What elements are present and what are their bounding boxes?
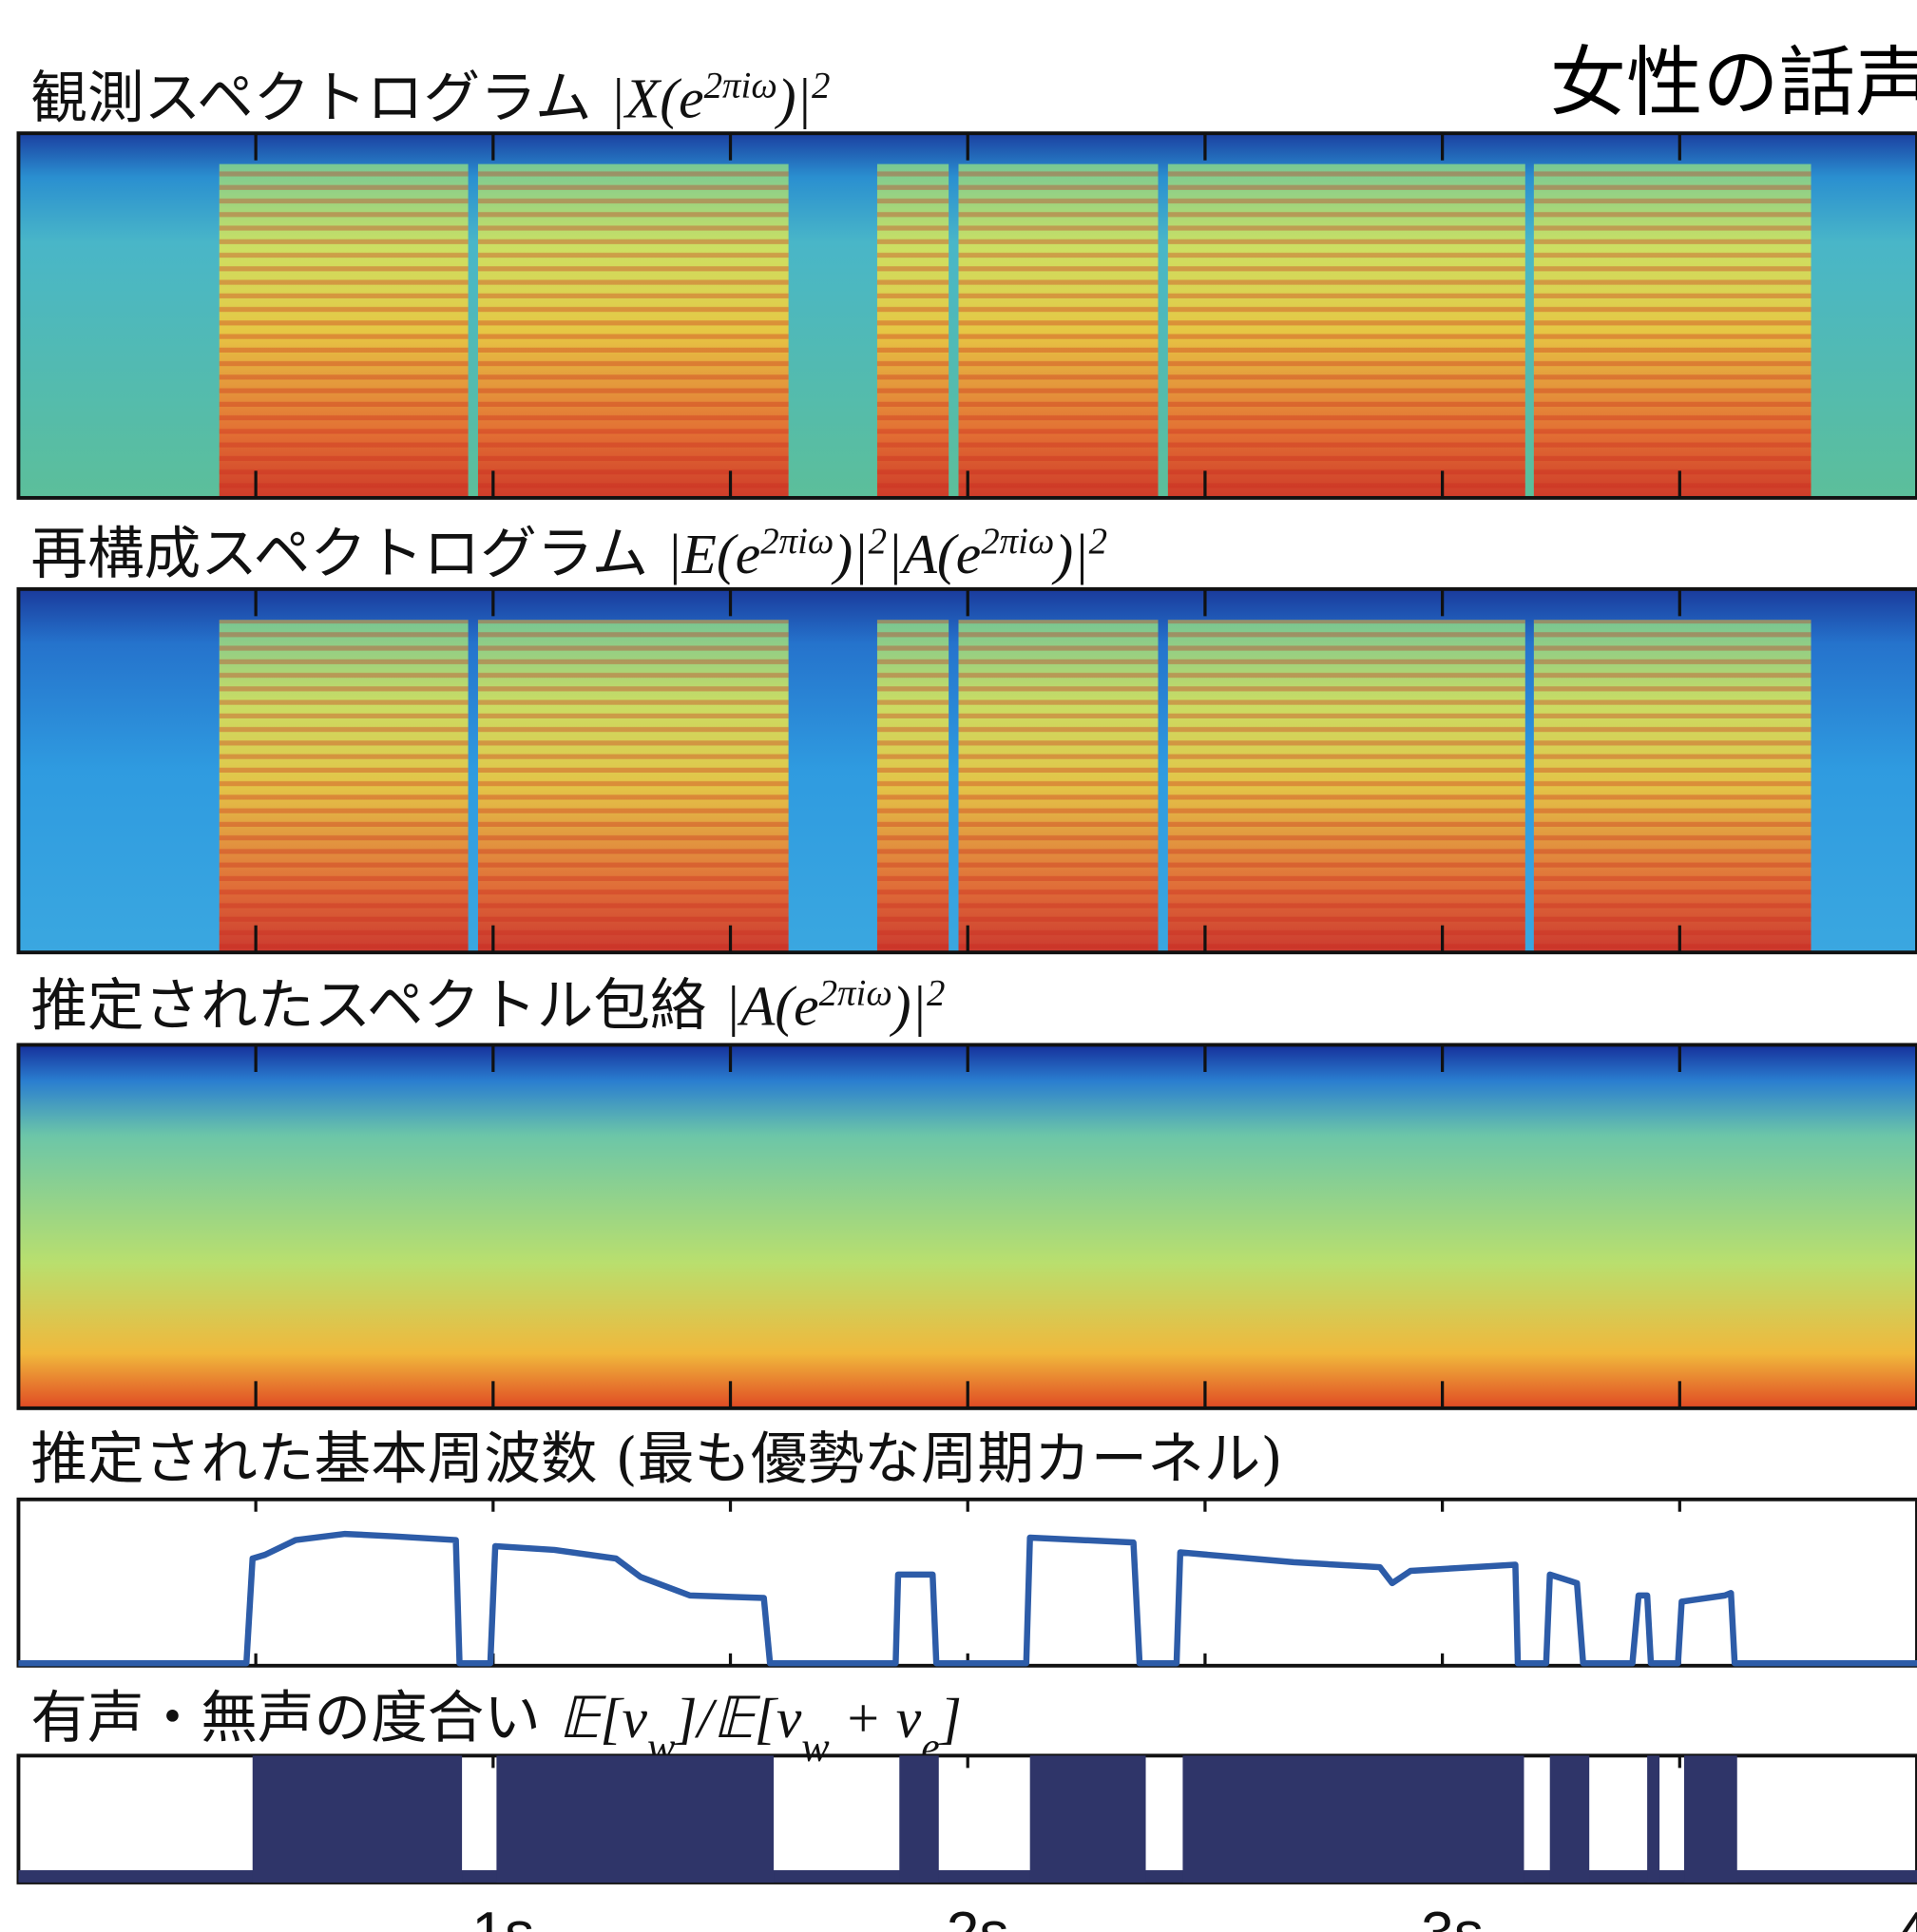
panel-title: 観測スペクトログラム |X(e2πiω)|2 (30, 65, 830, 132)
page: {"chart_data": {"type": "multi-panel", "… (0, 0, 1917, 1932)
harmonics (220, 164, 469, 498)
panel: 再構成スペクトログラム |E(e2πiω)|2|A(e2πiω)|2 (18, 520, 1917, 952)
harmonics (877, 620, 949, 952)
formula-part: 2 (812, 65, 830, 105)
voicing-bars (18, 1755, 1917, 1883)
voiced-block (1550, 1755, 1589, 1883)
formula-part: w (801, 1723, 830, 1769)
formula-part: 2 (869, 520, 887, 561)
formula-part: )| (1051, 523, 1088, 585)
f0-trace (18, 1534, 1917, 1663)
formula-part: )| (775, 67, 812, 129)
formula-part: 2πiω (981, 520, 1054, 561)
harmonics (877, 164, 949, 498)
corner-title: 女性の話声 (1550, 37, 1917, 126)
panel-label: 推定されたスペクトル包絡 (30, 974, 724, 1040)
formula-part: ]/𝔼[ν (673, 1687, 801, 1750)
harmonics (1534, 620, 1812, 952)
voiced-block (1647, 1755, 1659, 1883)
x-tick-label: 2s (947, 1901, 1009, 1932)
panel-title: 推定されたスペクトル包絡 |A(e2πiω)|2 (30, 972, 945, 1040)
harmonics (959, 620, 1159, 952)
formula-part: 2πiω (819, 972, 892, 1013)
formula-part: |A(e (725, 975, 819, 1038)
x-tick-label: 4s (1896, 1901, 1917, 1932)
voiced-block (1182, 1755, 1524, 1883)
formula-part: )| (831, 523, 868, 585)
figure: 女性の話声 観測スペクトログラム |X(e2πiω)|2再構成スペクトログラム … (0, 0, 1917, 1932)
formula-part: + ν (830, 1687, 922, 1750)
formula-part: |E(e (666, 523, 760, 585)
x-tick-label: 1s (471, 1901, 534, 1932)
formula-part: |X(e (610, 67, 704, 129)
panel-label: 推定された基本周波数 (最も優勢な周期カーネル) (30, 1427, 1282, 1493)
harmonics (1534, 164, 1812, 498)
harmonics (959, 164, 1159, 498)
voiced-block (253, 1755, 462, 1883)
harmonics (478, 164, 789, 498)
formula-part: ] (938, 1687, 962, 1750)
formula-part: 2 (1089, 520, 1107, 561)
x-tick-label: 3s (1421, 1901, 1484, 1932)
panel: 観測スペクトログラム |X(e2πiω)|2 (18, 65, 1917, 498)
harmonics (220, 620, 469, 952)
panel: 推定された基本周波数 (最も優勢な周期カーネル) (18, 1427, 1917, 1666)
envelope-bg (18, 1044, 1917, 1407)
formula-part: |A(e (887, 523, 981, 585)
panel-label: 再構成スペクトログラム (30, 522, 666, 587)
panel-title: 再構成スペクトログラム |E(e2πiω)|2|A(e2πiω)|2 (30, 520, 1107, 587)
formula-part: )| (890, 975, 927, 1038)
panel-title: 推定された基本周波数 (最も優勢な周期カーネル) (30, 1427, 1282, 1493)
voiced-block (1030, 1755, 1146, 1883)
panel-label: 有声・無声の度合い (30, 1686, 558, 1751)
voiced-block (1684, 1755, 1737, 1883)
voiced-block (496, 1755, 774, 1883)
harmonics (1168, 164, 1525, 498)
formula-part: 2 (927, 972, 945, 1013)
panel-label: 観測スペクトログラム (30, 66, 609, 131)
harmonics (478, 620, 789, 952)
formula-part: 𝔼[ν (559, 1687, 648, 1750)
harmonics (1168, 620, 1525, 952)
formula-part: 2πiω (760, 520, 834, 561)
formula-part: 2πiω (704, 65, 777, 105)
voiced-block (899, 1755, 938, 1883)
panel: 推定されたスペクトル包絡 |A(e2πiω)|2 (18, 972, 1917, 1408)
